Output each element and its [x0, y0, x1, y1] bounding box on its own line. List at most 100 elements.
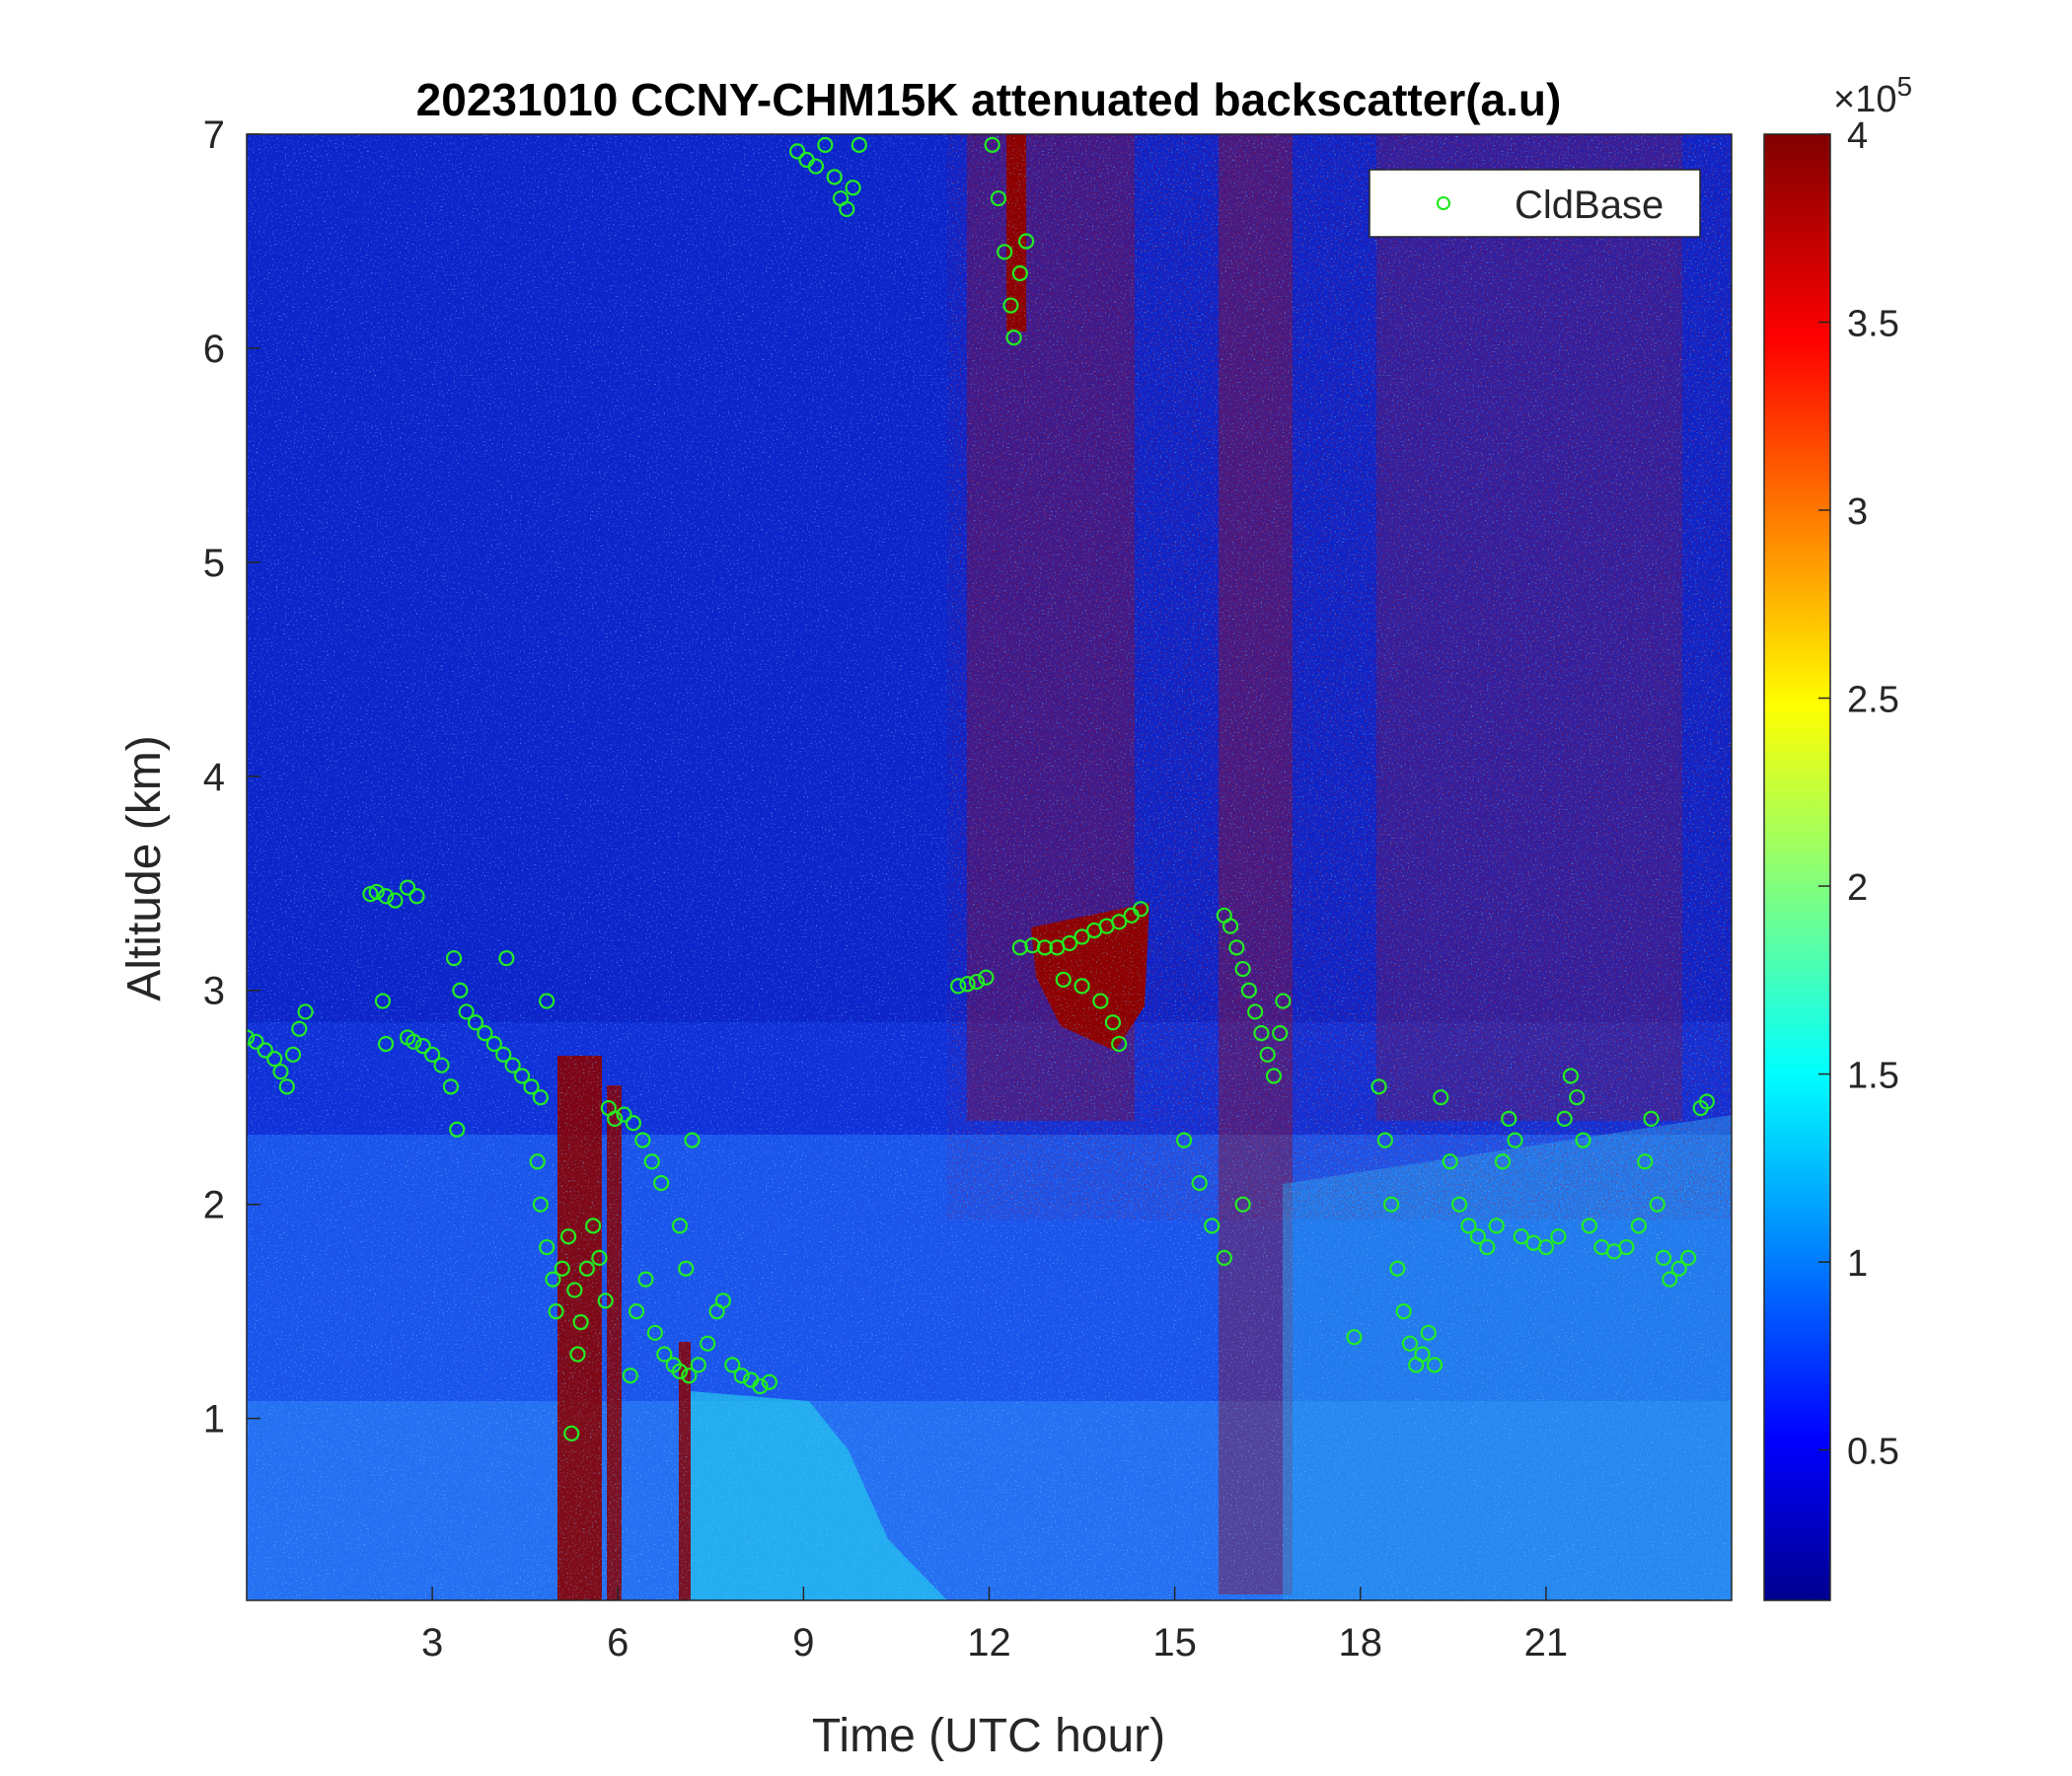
cloud-base-point	[690, 1357, 706, 1373]
cloud-base-point	[408, 888, 425, 905]
colorbar-exponent: ×105	[1833, 71, 1912, 120]
cloud-base-point	[643, 1153, 660, 1170]
cloud-base-point	[997, 244, 1013, 260]
cloud-base-point	[467, 1014, 484, 1031]
cloud-base-point	[513, 1068, 531, 1084]
cloud-base-point	[458, 1003, 475, 1020]
cloud-base-point	[1234, 960, 1251, 978]
cloud-base-point	[625, 1115, 642, 1132]
cloud-base-point	[1401, 1335, 1419, 1352]
cloud-base-point	[1460, 1218, 1477, 1234]
cloud-base-point	[984, 136, 1000, 153]
cloud-base-point	[845, 180, 861, 196]
colorbar-ticks: 0.5 1 1.5 2 2.5 3 3.5 4	[1818, 115, 1899, 1473]
cloud-base-point	[1479, 1238, 1496, 1256]
y-axis: 1 2 3 4 5 6 7	[203, 113, 260, 1442]
cloud-base-point	[628, 1303, 645, 1320]
colorbar-tick-label: 2.5	[1847, 680, 1899, 721]
cloud-base-point	[387, 892, 404, 909]
cloud-base-point	[248, 1033, 264, 1050]
y-tick-label: 1	[203, 1398, 225, 1442]
cloud-base-point	[1275, 993, 1292, 1009]
cloud-base-point	[1637, 1153, 1654, 1170]
cloud-base-point	[1395, 1303, 1412, 1320]
cloud-base-point	[532, 1196, 549, 1213]
y-tick-label: 3	[203, 970, 225, 1013]
cloud-base-point	[1433, 1089, 1449, 1106]
cloud-base-point	[1562, 1068, 1580, 1084]
cloud-base-point	[714, 1293, 731, 1309]
cloud-base-point	[1494, 1153, 1512, 1170]
cloud-base-point	[1501, 1110, 1517, 1127]
cloud-base-point	[1376, 1132, 1393, 1148]
colorbar-tick-label: 3	[1847, 491, 1868, 533]
cloud-base-point	[752, 1377, 769, 1395]
cloud-base-point	[1036, 939, 1054, 956]
cloud-base-point	[1550, 1228, 1567, 1245]
cloud-base-point	[733, 1368, 750, 1384]
cloud-base-point	[1221, 918, 1239, 934]
x-axis-label: Time (UTC hour)	[812, 1710, 1165, 1762]
cloud-base-point	[445, 950, 463, 967]
cloud-base-point	[839, 200, 855, 218]
cloud-base-point	[671, 1218, 689, 1234]
cloud-base-point	[607, 1110, 624, 1127]
cloud-base-point	[1272, 1025, 1289, 1042]
cloud-base-point	[978, 969, 995, 986]
y-axis-label: Altitude (km)	[118, 735, 171, 1000]
cloud-base-point	[368, 883, 385, 901]
legend: CldBase	[1369, 169, 1701, 238]
cloud-base-point	[1002, 297, 1019, 314]
cloud-base-point	[504, 1057, 521, 1073]
cloud-base-point	[554, 1260, 570, 1277]
cloud-base-point	[1581, 1218, 1597, 1234]
cloud-base-point	[968, 973, 986, 991]
cloud-base-point	[1259, 1046, 1276, 1063]
cloud-base-point	[1420, 1324, 1437, 1341]
cloud-base-point	[578, 1260, 595, 1277]
cloud-base-point	[257, 1042, 273, 1059]
cloud-base-point	[678, 1260, 695, 1277]
cloud-base-point	[523, 1078, 540, 1095]
cloud-base-point	[449, 1121, 466, 1138]
cloud-base-point	[399, 879, 416, 896]
legend-marker-icon	[1437, 196, 1450, 210]
cloud-base-point	[1670, 1260, 1687, 1277]
y-tick-label: 4	[203, 756, 225, 799]
cloud-base-point	[1383, 1196, 1400, 1213]
cloud-base-point	[1111, 914, 1128, 930]
cloud-base-point	[646, 1324, 663, 1341]
cloud-base-point	[1488, 1218, 1505, 1234]
cloud-base-point	[406, 1033, 422, 1050]
cloud-base-point	[1061, 934, 1078, 952]
cloud-base-point	[572, 1313, 589, 1331]
cloud-base-point	[1216, 1249, 1232, 1267]
cloud-base-point	[414, 1038, 431, 1055]
colorbar-gradient	[1763, 133, 1831, 1601]
cloud-base-point	[1370, 1078, 1387, 1095]
cloud-base-point	[1414, 1346, 1431, 1363]
cloud-base-point	[1442, 1153, 1458, 1170]
cloud-base-point	[724, 1357, 741, 1373]
y-tick-label: 6	[203, 328, 225, 371]
cloud-base-point	[1649, 1196, 1665, 1213]
cloud-base-point	[1569, 1089, 1586, 1106]
cloud-base-point	[266, 1051, 283, 1068]
cloud-base-point	[452, 982, 469, 999]
cloud-base-point	[959, 976, 976, 993]
cloud-base-point	[1507, 1132, 1523, 1148]
heatmap-plot-area	[247, 134, 1732, 1600]
cloud-base-point	[297, 1003, 314, 1020]
cloud-base-point	[569, 1346, 586, 1363]
cloud-base-point	[807, 158, 825, 175]
cloud-base-point	[424, 1046, 441, 1063]
cloud-base-point	[1513, 1228, 1529, 1245]
cloud-base-point	[433, 1057, 450, 1073]
cloud-base-point	[653, 1174, 670, 1192]
cloud-base-point	[671, 1363, 689, 1379]
cloud-base-point	[539, 993, 555, 1009]
y-tick-label: 2	[203, 1184, 225, 1227]
cloud-base-point	[1018, 233, 1035, 250]
cloud-base-point	[990, 189, 1007, 207]
